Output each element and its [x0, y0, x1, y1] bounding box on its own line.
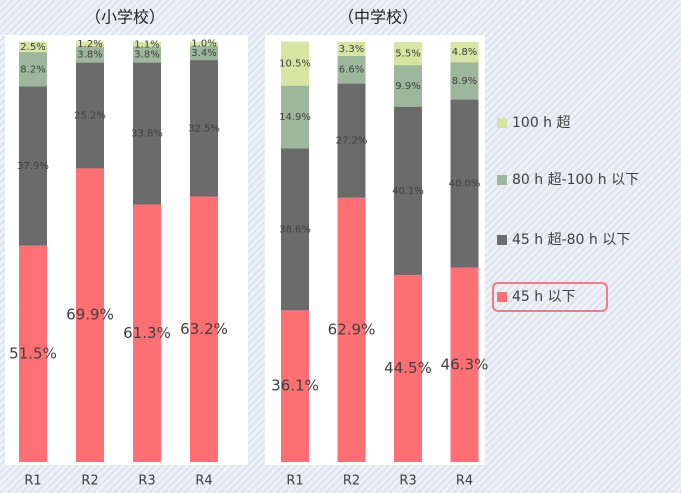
- value-label: 37.9%: [17, 161, 49, 172]
- bar-segment: [394, 42, 422, 66]
- bar-segment: [337, 55, 366, 84]
- bar-segment: [394, 275, 422, 462]
- legend-swatch: [497, 175, 507, 185]
- bar-segment: [76, 62, 104, 169]
- legend-swatch: [497, 292, 507, 302]
- value-label: 3.8%: [77, 50, 102, 61]
- value-label: 33.8%: [131, 129, 163, 140]
- x-tick-label: R1: [24, 474, 41, 489]
- value-label: 9.9%: [395, 81, 420, 92]
- bar-segment: [133, 62, 161, 205]
- value-label: 62.9%: [328, 320, 376, 338]
- bar-segment: [281, 148, 309, 311]
- value-label: 44.5%: [384, 359, 432, 377]
- x-tick-label: R3: [399, 474, 416, 489]
- bar-segment: [76, 168, 104, 463]
- chart-title: （中学校）: [338, 8, 418, 27]
- bar-segment: [76, 46, 104, 63]
- value-label: 1.2%: [77, 39, 102, 50]
- bar-segment: [337, 42, 366, 56]
- legend-swatch: [497, 235, 507, 245]
- bar-segment: [190, 196, 218, 462]
- value-label: 3.4%: [191, 48, 216, 59]
- legend-label: 45 h 以下: [512, 289, 576, 305]
- x-tick-label: R2: [343, 474, 360, 489]
- bar-segment: [337, 197, 366, 462]
- value-label: 6.6%: [339, 65, 364, 76]
- value-label: 40.1%: [392, 186, 424, 197]
- bar-segment: [450, 62, 479, 100]
- legend-highlight: [492, 282, 608, 312]
- value-label: 8.2%: [20, 64, 45, 75]
- bar-segment: [450, 42, 479, 63]
- value-label: 25.2%: [74, 111, 106, 122]
- chart-title: （小学校）: [85, 8, 165, 27]
- value-label: 14.9%: [279, 112, 311, 123]
- bar-segment: [133, 46, 161, 63]
- value-label: 2.5%: [20, 42, 45, 53]
- value-label: 36.1%: [271, 377, 319, 395]
- legend-swatch: [497, 118, 507, 128]
- value-label: 4.8%: [452, 47, 477, 58]
- legend-label: 100 h 超: [512, 115, 571, 131]
- value-label: 1.1%: [134, 39, 159, 50]
- bar-segment: [19, 52, 47, 87]
- legend-label: 80 h 超-100 h 以下: [512, 172, 639, 188]
- value-label: 61.3%: [123, 324, 171, 342]
- value-label: 5.5%: [395, 49, 420, 60]
- bar-segment: [19, 41, 47, 53]
- value-label: 46.3%: [441, 355, 489, 373]
- value-label: 27.2%: [336, 136, 368, 147]
- x-tick-label: R1: [286, 474, 303, 489]
- bar-segment: [190, 60, 218, 197]
- bar-segment: [394, 106, 422, 276]
- bar-segment: [337, 83, 366, 198]
- value-label: 69.9%: [66, 306, 114, 324]
- bar-segment: [133, 42, 161, 47]
- bar-segment: [394, 65, 422, 107]
- bar-segment: [281, 310, 309, 462]
- value-label: 10.5%: [279, 59, 311, 70]
- value-label: 51.5%: [9, 344, 57, 362]
- value-label: 63.2%: [180, 320, 228, 338]
- value-label: 40.0%: [449, 179, 481, 190]
- x-tick-label: R4: [456, 474, 473, 489]
- bar-segment: [19, 86, 47, 246]
- x-tick-label: R3: [138, 474, 155, 489]
- bar-segment: [281, 85, 309, 149]
- bar-segment: [281, 41, 309, 86]
- value-label: 32.5%: [188, 123, 220, 134]
- value-label: 8.9%: [452, 76, 477, 87]
- x-tick-label: R4: [195, 474, 212, 489]
- bar-segment: [450, 99, 479, 268]
- bar-segment: [190, 45, 218, 61]
- bar-segment: [76, 41, 104, 47]
- x-tick-label: R2: [81, 474, 98, 489]
- bar-segment: [450, 267, 479, 462]
- value-label: 38.6%: [279, 224, 311, 235]
- bar-segment: [19, 245, 47, 462]
- bar-segment: [190, 41, 218, 46]
- value-label: 1.0%: [191, 39, 216, 50]
- value-label: 3.8%: [134, 50, 159, 61]
- bar-segment: [133, 204, 161, 463]
- value-label: 3.3%: [339, 44, 364, 55]
- legend-label: 45 h 超-80 h 以下: [512, 232, 630, 248]
